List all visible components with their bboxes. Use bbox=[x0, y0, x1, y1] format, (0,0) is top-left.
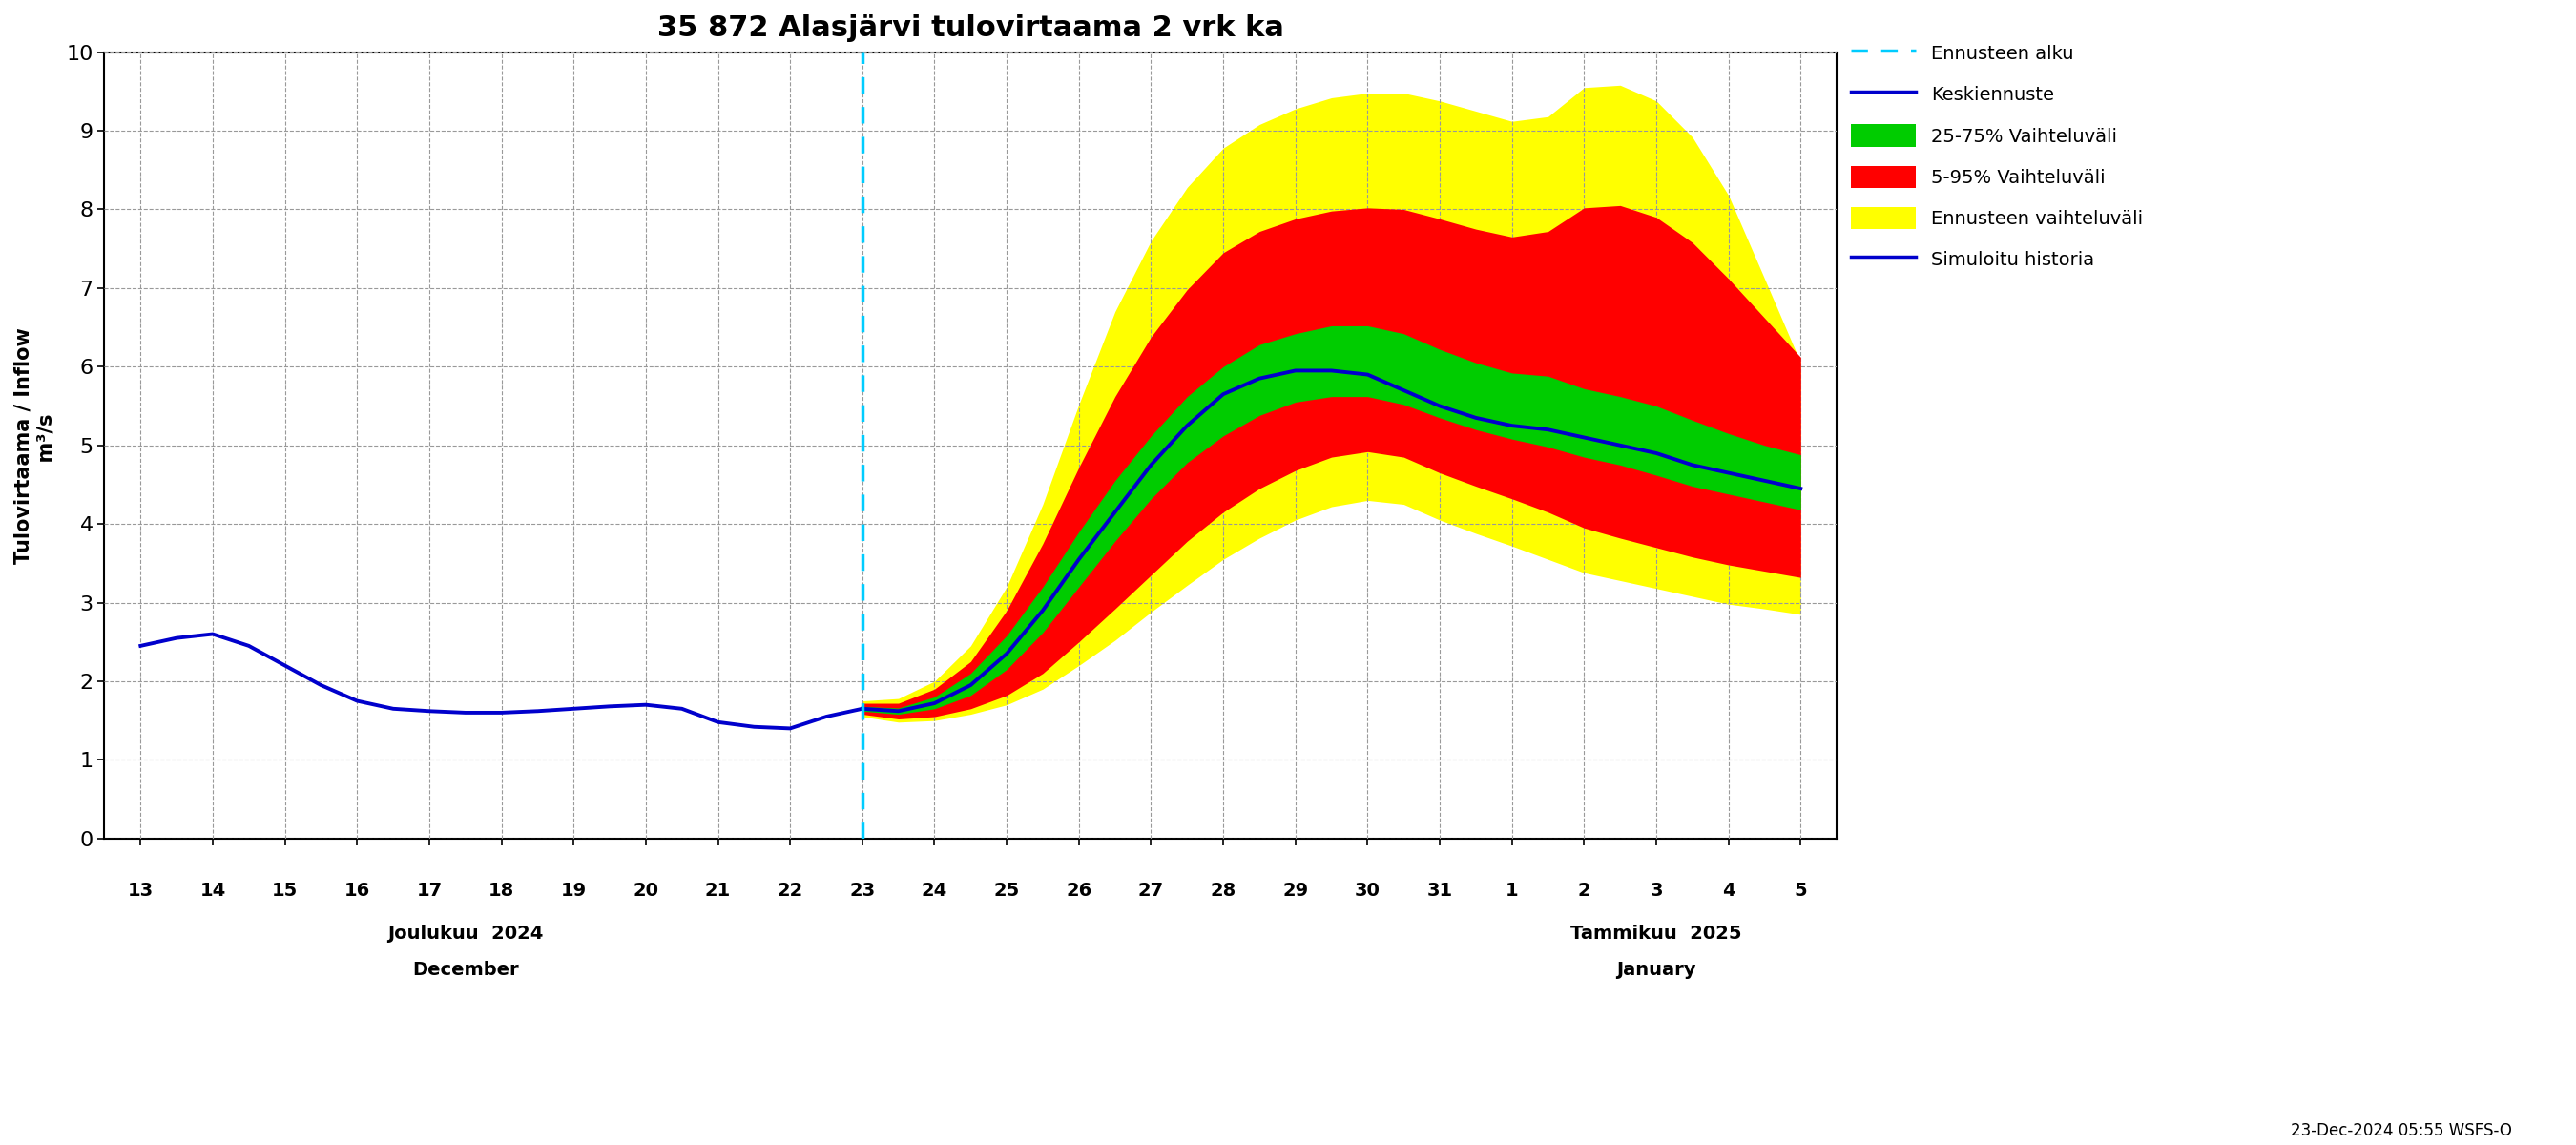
Text: 4: 4 bbox=[1721, 882, 1736, 900]
Text: 18: 18 bbox=[489, 882, 515, 900]
Text: 5: 5 bbox=[1793, 882, 1808, 900]
Text: 13: 13 bbox=[129, 882, 155, 900]
Text: 29: 29 bbox=[1283, 882, 1309, 900]
Text: 19: 19 bbox=[562, 882, 587, 900]
Text: January: January bbox=[1618, 961, 1695, 979]
Text: 3: 3 bbox=[1649, 882, 1662, 900]
Y-axis label: Tulovirtaama / Inflow
  m³/s: Tulovirtaama / Inflow m³/s bbox=[15, 327, 57, 563]
Text: 17: 17 bbox=[417, 882, 443, 900]
Text: 16: 16 bbox=[345, 882, 371, 900]
Text: 23: 23 bbox=[850, 882, 876, 900]
Text: 20: 20 bbox=[634, 882, 659, 900]
Text: December: December bbox=[412, 961, 518, 979]
Text: 24: 24 bbox=[922, 882, 948, 900]
Text: 14: 14 bbox=[201, 882, 227, 900]
Text: 28: 28 bbox=[1211, 882, 1236, 900]
Text: 22: 22 bbox=[778, 882, 804, 900]
Text: 15: 15 bbox=[273, 882, 299, 900]
Text: Joulukuu  2024: Joulukuu 2024 bbox=[386, 925, 544, 943]
Legend: Ennusteen alku, Keskiennuste, 25-75% Vaihteluväli, 5-95% Vaihteluväli, Ennusteen: Ennusteen alku, Keskiennuste, 25-75% Vai… bbox=[1844, 37, 2148, 276]
Text: 31: 31 bbox=[1427, 882, 1453, 900]
Text: 30: 30 bbox=[1355, 882, 1381, 900]
Text: 26: 26 bbox=[1066, 882, 1092, 900]
Text: Tammikuu  2025: Tammikuu 2025 bbox=[1571, 925, 1741, 943]
Text: 27: 27 bbox=[1139, 882, 1164, 900]
Text: 1: 1 bbox=[1504, 882, 1517, 900]
Text: 23-Dec-2024 05:55 WSFS-O: 23-Dec-2024 05:55 WSFS-O bbox=[2290, 1122, 2512, 1139]
Title: 35 872 Alasjärvi tulovirtaama 2 vrk ka: 35 872 Alasjärvi tulovirtaama 2 vrk ka bbox=[657, 14, 1283, 42]
Text: 25: 25 bbox=[994, 882, 1020, 900]
Text: 2: 2 bbox=[1577, 882, 1589, 900]
Text: 21: 21 bbox=[706, 882, 732, 900]
